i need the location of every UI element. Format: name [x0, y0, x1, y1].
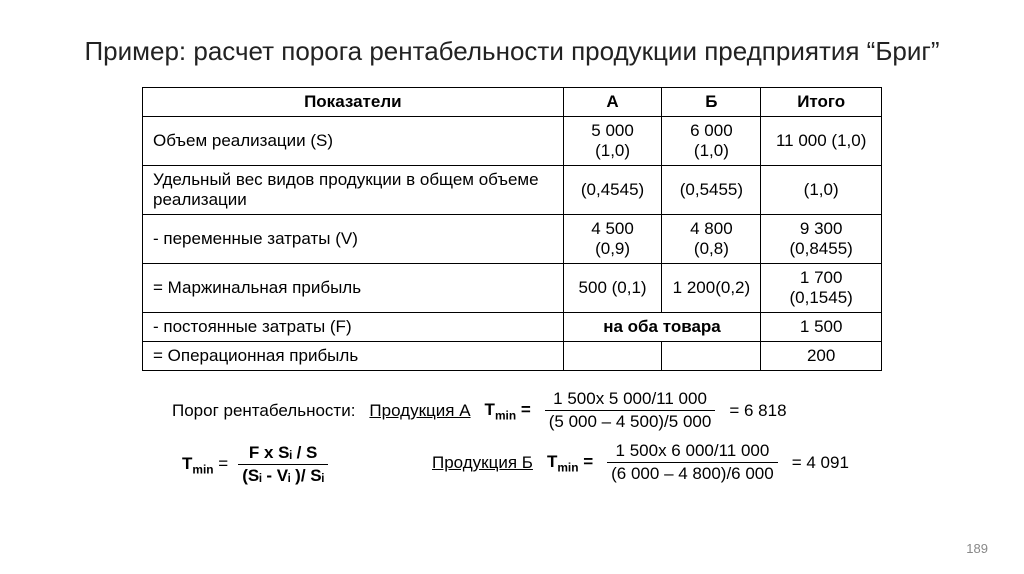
cell: 5 000 (1,0): [563, 117, 662, 166]
cell: 1 200(0,2): [662, 264, 761, 313]
cell: 6 000 (1,0): [662, 117, 761, 166]
fraction-denominator: (5 000 – 4 500)/5 000: [545, 410, 716, 432]
formulas-block: Порог рентабельности: Продукция А Tmin =…: [102, 389, 922, 539]
tmin-label: Tmin =: [547, 452, 593, 474]
tmin-label: Tmin =: [182, 454, 228, 476]
data-table: Показатели А Б Итого Объем реализации (S…: [142, 87, 882, 371]
col-header-total: Итого: [761, 88, 882, 117]
col-header-b: Б: [662, 88, 761, 117]
table-row: Удельный вес видов продукции в общем объ…: [143, 166, 882, 215]
merged-cell: на оба товара: [563, 313, 761, 342]
row-label: = Операционная прибыль: [143, 342, 564, 371]
cell: 11 000 (1,0): [761, 117, 882, 166]
table-row: - переменные затраты (V) 4 500 (0,9) 4 8…: [143, 215, 882, 264]
cell: 500 (0,1): [563, 264, 662, 313]
page-number: 189: [966, 541, 988, 556]
tmin-label: Tmin =: [485, 400, 531, 422]
product-b-label: Продукция Б: [432, 453, 533, 473]
table-row: Объем реализации (S) 5 000 (1,0) 6 000 (…: [143, 117, 882, 166]
row-label: Объем реализации (S): [143, 117, 564, 166]
cell: [662, 342, 761, 371]
cell: [563, 342, 662, 371]
col-header-a: А: [563, 88, 662, 117]
table-header-row: Показатели А Б Итого: [143, 88, 882, 117]
row-label: Удельный вес видов продукции в общем объ…: [143, 166, 564, 215]
fraction-a: 1 500x 5 000/11 000 (5 000 – 4 500)/5 00…: [545, 389, 716, 433]
table-row: = Маржинальная прибыль 500 (0,1) 1 200(0…: [143, 264, 882, 313]
fraction-denominator: (Sᵢ - Vᵢ )/ Sᵢ: [238, 464, 328, 486]
product-a-label: Продукция А: [369, 401, 470, 421]
result-a: = 6 818: [729, 401, 786, 421]
row-label: - переменные затраты (V): [143, 215, 564, 264]
formula-row-a: Порог рентабельности: Продукция А Tmin =…: [172, 389, 787, 433]
cell: 200: [761, 342, 882, 371]
fraction-numerator: F x Sᵢ / S: [245, 443, 322, 464]
cell: 1 700 (0,1545): [761, 264, 882, 313]
result-b: = 4 091: [792, 453, 849, 473]
fraction-numerator: 1 500x 5 000/11 000: [549, 389, 711, 410]
cell: 9 300 (0,8455): [761, 215, 882, 264]
cell: 1 500: [761, 313, 882, 342]
formula-general: Tmin = F x Sᵢ / S (Sᵢ - Vᵢ )/ Sᵢ: [182, 443, 328, 487]
cell: (0,5455): [662, 166, 761, 215]
cell: (0,4545): [563, 166, 662, 215]
formula-row-b: Продукция Б Tmin = 1 500x 6 000/11 000 (…: [432, 441, 849, 485]
cell: 4 500 (0,9): [563, 215, 662, 264]
fraction-numerator: 1 500x 6 000/11 000: [612, 441, 774, 462]
table-row: - постоянные затраты (F) на оба товара 1…: [143, 313, 882, 342]
row-label: - постоянные затраты (F): [143, 313, 564, 342]
fraction-general: F x Sᵢ / S (Sᵢ - Vᵢ )/ Sᵢ: [238, 443, 328, 487]
cell: 4 800 (0,8): [662, 215, 761, 264]
table-row: = Операционная прибыль 200: [143, 342, 882, 371]
fraction-b: 1 500x 6 000/11 000 (6 000 – 4 800)/6 00…: [607, 441, 778, 485]
slide-title: Пример: расчет порога рентабельности про…: [48, 36, 976, 67]
col-header-indicator: Показатели: [143, 88, 564, 117]
row-label: = Маржинальная прибыль: [143, 264, 564, 313]
threshold-label: Порог рентабельности:: [172, 401, 355, 421]
fraction-denominator: (6 000 – 4 800)/6 000: [607, 462, 778, 484]
cell: (1,0): [761, 166, 882, 215]
